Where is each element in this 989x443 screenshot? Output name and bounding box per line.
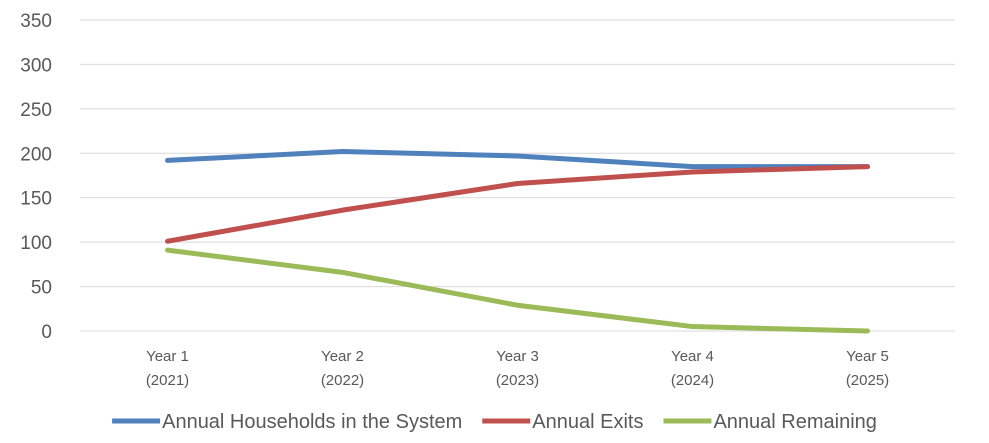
legend-item: Annual Households in the System	[112, 411, 462, 433]
series-line-2	[165, 247, 870, 334]
y-tick-label: 300	[20, 55, 52, 76]
x-tick-label-line: (2024)	[671, 372, 714, 389]
x-axis-ticks: Year 1(2021)Year 2(2022)Year 3(2023)Year…	[146, 348, 889, 389]
y-axis-ticks: 0 50 100 150 200 250 300 350	[20, 11, 52, 343]
series-lines	[165, 149, 870, 334]
x-tick-label-line: (2023)	[496, 372, 539, 389]
x-tick-label-line: (2022)	[321, 372, 364, 389]
legend-item: Annual Exits	[482, 411, 643, 433]
y-tick-label: 200	[20, 144, 52, 165]
legend-label: Annual Households in the System	[162, 411, 462, 433]
legend-item: Annual Remaining	[663, 411, 877, 433]
x-tick-label-line: Year 2	[321, 348, 364, 365]
x-tick-label-line: Year 3	[496, 348, 539, 365]
y-tick-label: 150	[20, 189, 52, 210]
legend-label: Annual Exits	[532, 411, 643, 433]
y-tick-label: 100	[20, 233, 52, 254]
series-line-0	[165, 149, 870, 170]
x-tick-label: Year 5 (2025)	[846, 348, 889, 389]
x-tick-label: Year 3 (2023)	[496, 348, 539, 389]
x-tick-label-line: Year 4	[671, 348, 714, 365]
legend-label: Annual Remaining	[713, 411, 876, 433]
x-tick-label-line: (2025)	[846, 372, 889, 389]
x-tick-label: Year 4 (2024)	[671, 348, 714, 389]
y-tick-label: 0	[41, 322, 52, 343]
series-line-1	[165, 164, 870, 244]
x-tick-label-line: Year 1	[146, 348, 189, 365]
legend: Annual Households in the System Annual Ex…	[112, 411, 877, 433]
y-tick-label: 350	[20, 11, 52, 32]
x-tick-label: Year 2 (2022)	[321, 348, 364, 389]
x-tick-label-line: (2021)	[146, 372, 189, 389]
x-tick-label: Year 1 (2021)	[146, 348, 189, 389]
y-tick-label: 250	[20, 100, 52, 121]
x-tick-label-line: Year 5	[846, 348, 889, 365]
gridlines	[80, 19, 955, 332]
y-tick-label: 50	[31, 278, 52, 299]
